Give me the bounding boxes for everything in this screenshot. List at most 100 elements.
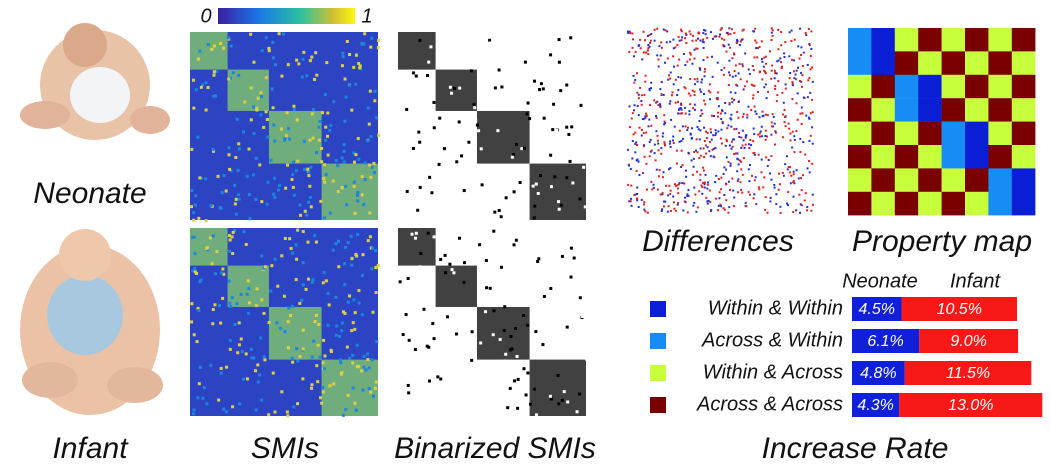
matrix-cell — [291, 305, 294, 308]
diff-dot — [744, 147, 746, 149]
matrix-cell — [454, 415, 457, 418]
matrix-cell — [234, 323, 237, 326]
diff-dot — [726, 156, 728, 158]
matrix-cell — [305, 74, 308, 77]
matrix-cell — [209, 236, 212, 239]
matrix-cell — [585, 266, 588, 269]
diff-dot — [757, 91, 759, 93]
matrix-cell — [420, 271, 423, 274]
diff-dot — [664, 143, 666, 145]
matrix-cell — [411, 233, 414, 236]
matrix-cell — [301, 377, 304, 380]
property-cell — [895, 192, 919, 216]
matrix-cell — [319, 120, 322, 123]
matrix-cell — [291, 173, 294, 176]
matrix-cell — [418, 39, 421, 42]
matrix-cell — [308, 185, 311, 188]
matrix-cell — [324, 93, 327, 96]
matrix-cell — [558, 38, 561, 41]
diff-dot — [753, 133, 755, 135]
diff-dot — [686, 193, 688, 195]
matrix-cell — [463, 189, 466, 192]
matrix-cell — [311, 281, 314, 284]
diff-dot — [638, 94, 640, 96]
diff-dot — [753, 197, 755, 199]
diff-dot — [799, 151, 801, 153]
matrix-cell — [260, 254, 263, 257]
diff-dot — [713, 115, 715, 117]
diff-dot — [809, 92, 811, 94]
diff-dot — [708, 90, 710, 92]
diff-dot — [740, 137, 742, 139]
matrix-cell — [551, 246, 554, 249]
matrix-cell — [321, 111, 324, 114]
matrix-cell — [493, 211, 496, 214]
diff-dot — [627, 32, 629, 34]
diff-dot — [643, 94, 645, 96]
matrix-cell — [578, 197, 581, 200]
matrix-cell — [315, 241, 318, 244]
diff-dot — [742, 65, 744, 67]
matrix-cell — [197, 217, 200, 220]
diff-dot — [669, 193, 671, 195]
matrix-cell — [412, 71, 415, 74]
matrix-cell — [295, 258, 298, 261]
diff-dot — [784, 163, 786, 165]
matrix-cell — [320, 147, 323, 150]
matrix-cell — [291, 361, 294, 364]
matrix-cell — [460, 154, 463, 157]
diff-dot — [649, 42, 651, 44]
diff-dot — [760, 171, 762, 173]
matrix-cell — [287, 346, 290, 349]
matrix-cell — [489, 41, 492, 44]
matrix-cell — [505, 196, 508, 199]
matrix-cell — [551, 41, 554, 44]
matrix-cell — [263, 358, 266, 361]
diff-dot — [695, 211, 697, 213]
diff-dot — [663, 205, 665, 207]
matrix-cell — [237, 193, 240, 196]
diff-dot — [768, 159, 770, 161]
matrix-cell — [192, 79, 195, 82]
matrix-cell — [253, 132, 256, 135]
diff-dot — [730, 91, 732, 93]
diff-dot — [687, 152, 689, 154]
matrix-cell — [438, 117, 441, 120]
diff-dot — [649, 104, 651, 106]
diff-dot — [729, 102, 731, 104]
matrix-cell — [272, 193, 275, 196]
diff-dot — [649, 89, 651, 91]
diff-dot — [735, 64, 737, 66]
diff-dot — [672, 139, 674, 141]
matrix-cell — [366, 139, 369, 142]
matrix-cell — [296, 229, 299, 232]
diff-dot — [696, 126, 698, 128]
diff-dot — [692, 90, 694, 92]
diff-dot — [645, 75, 647, 77]
smi-matrix — [190, 228, 380, 417]
diff-dot — [750, 144, 752, 146]
diff-dot — [805, 32, 807, 34]
matrix-cell — [234, 202, 237, 205]
diff-dot — [681, 182, 683, 184]
diff-dot — [785, 83, 787, 85]
diff-dot — [700, 91, 702, 93]
matrix-cell — [478, 243, 481, 246]
matrix-cell — [289, 314, 292, 317]
diff-dot — [793, 171, 795, 173]
diff-dot — [719, 33, 721, 35]
value-label: 4.8% — [860, 365, 896, 382]
diff-dot — [703, 47, 705, 49]
diff-dot — [757, 47, 759, 49]
diff-dot — [802, 112, 804, 114]
diff-dot — [784, 116, 786, 118]
matrix-cell — [513, 379, 516, 382]
diff-dot — [710, 128, 712, 130]
diff-dot — [671, 94, 673, 96]
matrix-cell — [571, 181, 574, 184]
diff-dot — [739, 44, 741, 46]
matrix-cell — [240, 293, 243, 296]
diff-dot — [693, 57, 695, 59]
matrix-cell — [222, 408, 225, 411]
matrix-cell — [433, 390, 436, 393]
